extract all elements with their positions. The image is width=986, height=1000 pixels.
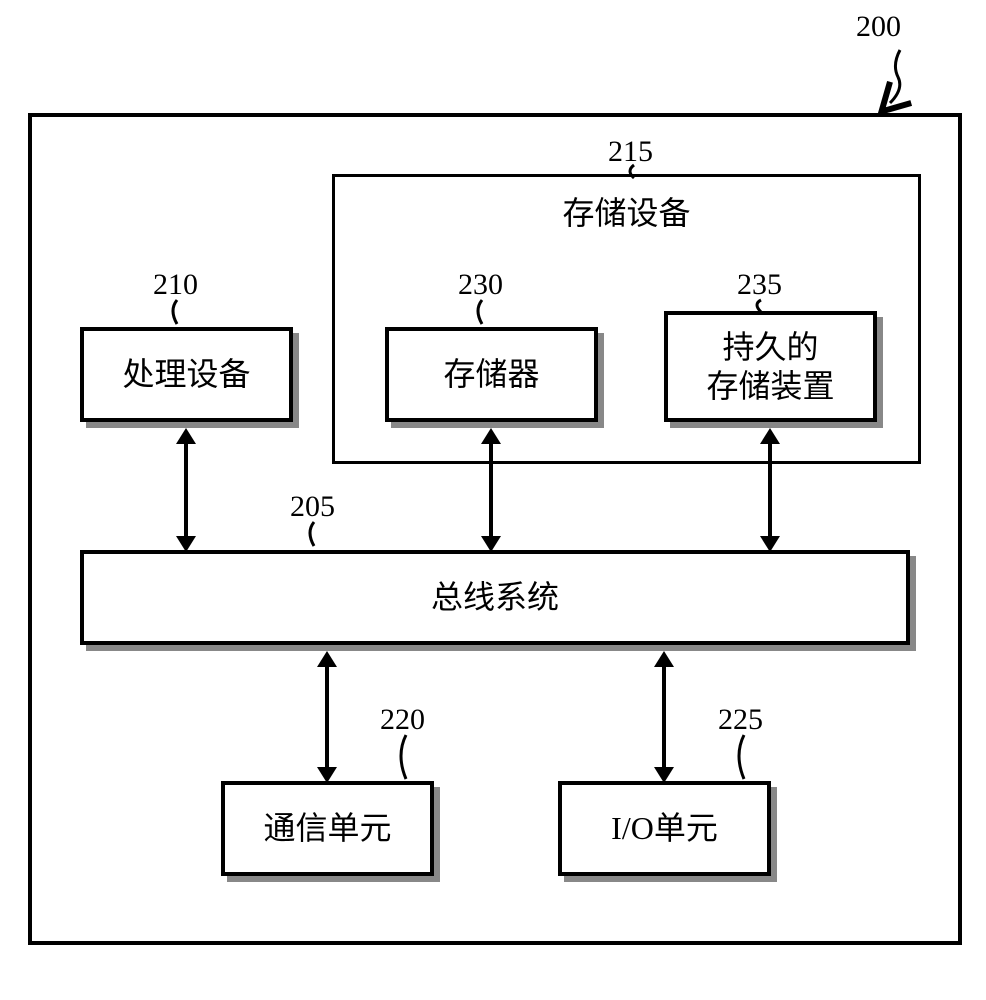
ref-220-tick — [392, 733, 422, 781]
figure-ref-label: 200 — [856, 10, 901, 44]
arrow-mem-bus — [477, 428, 505, 552]
ref-225-text: 225 — [718, 703, 763, 736]
bus-label: 总线系统 — [431, 578, 559, 616]
ref-235-tick — [747, 298, 777, 316]
ref-205-text: 205 — [290, 490, 335, 523]
persistent-box: 持久的 存储装置 — [664, 311, 877, 422]
ref-205-tick — [300, 520, 330, 550]
ref-220: 220 — [380, 703, 425, 737]
ref-205: 205 — [290, 490, 335, 524]
ref-225-tick — [730, 733, 760, 781]
ref-230-tick — [468, 298, 498, 328]
arrow-bus-comm — [313, 651, 341, 783]
ref-210-tick — [163, 298, 193, 328]
arrow-bus-io — [650, 651, 678, 783]
processing-label: 处理设备 — [122, 355, 250, 393]
memory-box: 存储器 — [385, 327, 598, 422]
comm-label: 通信单元 — [263, 809, 391, 847]
storage-group-label: 存储设备 — [332, 188, 921, 234]
ref-225: 225 — [718, 703, 763, 737]
arrow-proc-bus — [172, 428, 200, 552]
arrow-pers-bus — [756, 428, 784, 552]
bus-box: 总线系统 — [80, 550, 910, 645]
ref-235-text: 235 — [737, 268, 782, 301]
ref-235: 235 — [737, 268, 782, 302]
storage-group-text: 存储设备 — [562, 195, 690, 231]
processing-box: 处理设备 — [80, 327, 293, 422]
diagram-canvas: 200 存储设备 215 处理设备 210 存储器 230 — [0, 0, 986, 1000]
ref-230-text: 230 — [458, 268, 503, 301]
ref-210-text: 210 — [153, 268, 198, 301]
figure-ref-text: 200 — [856, 10, 901, 43]
ref-230: 230 — [458, 268, 503, 302]
comm-box: 通信单元 — [221, 781, 434, 876]
figure-ref-arrow — [870, 45, 930, 115]
ref-215-tick — [620, 163, 650, 181]
ref-210: 210 — [153, 268, 198, 302]
ref-220-text: 220 — [380, 703, 425, 736]
io-label: I/O单元 — [611, 809, 718, 847]
persistent-label: 持久的 存储装置 — [706, 328, 834, 405]
io-box: I/O单元 — [558, 781, 771, 876]
memory-label: 存储器 — [443, 355, 539, 393]
